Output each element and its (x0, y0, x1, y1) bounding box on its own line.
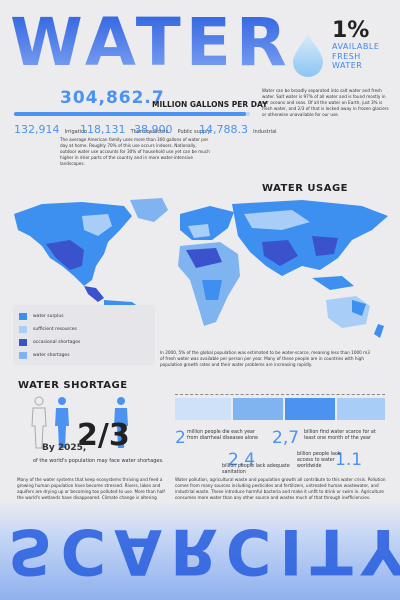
stat-desc: billion people lack access to water worl… (297, 452, 341, 469)
stat-number: 2,7 (272, 428, 300, 448)
shortage-fraction: 2/3 (77, 418, 130, 453)
map-asia-sufficient (244, 210, 310, 230)
legend-item: sufficient resources (19, 326, 77, 333)
shortage-bar (233, 398, 283, 420)
stat-label: Public supply (177, 129, 211, 135)
shortage-bar (337, 398, 385, 420)
map-africa-shortage (186, 248, 222, 268)
fresh-water-percent: 1% (332, 18, 370, 43)
water-usage-heading: WATER USAGE (262, 183, 348, 194)
dashed-divider (175, 394, 385, 395)
map-se-asia (312, 276, 354, 290)
stat-deaths: 2 million people die each year from diar… (175, 428, 270, 448)
legend-label: occasional shortages (33, 340, 81, 345)
map-australia-surplus (352, 300, 366, 316)
legend-label: water surplus (33, 314, 64, 319)
footer-word: SCARCITY (8, 515, 400, 588)
shortage-bars (175, 394, 385, 420)
stat-number: 1.1 (335, 450, 363, 470)
fresh-line-2: FRESH (332, 51, 361, 61)
page-title: WATER (10, 4, 292, 81)
stat-value: 14,788.3 (199, 123, 248, 136)
household-use-text: The average American family uses more th… (60, 137, 210, 167)
stat-access: 1.1 billion people lack access to water … (297, 450, 395, 470)
shortage-bar (175, 398, 231, 420)
stat-label: Irrigation (64, 129, 88, 135)
map-asia (232, 200, 388, 276)
stat-value: 132,914 (14, 123, 60, 136)
legend-swatch (19, 326, 27, 333)
map-asia-shortage (262, 240, 298, 266)
legend-item: water surplus (19, 313, 64, 320)
stat-desc: billion find water scarce for at least o… (304, 430, 376, 441)
fresh-line-1: AVAILABLE (332, 42, 380, 51)
map-legend: water surplus sufficient resources occas… (13, 305, 155, 365)
stat-desc: billion people lack adequate sanitation (222, 464, 290, 475)
fresh-water-intro: Water can be broadly separated into salt… (262, 88, 389, 118)
water-drop-icon (293, 34, 323, 77)
footer-gradient (0, 500, 400, 600)
map-africa-surplus (202, 280, 222, 300)
map-asia-shortage-east (312, 236, 338, 256)
map-australia (326, 296, 370, 328)
map-na-sufficient (82, 214, 112, 236)
usage-unit: MILLION GALLONS PER DAY (152, 100, 268, 109)
stat-value: 38,900 (134, 123, 173, 136)
usage-bar-fill (14, 112, 246, 116)
stat-industrial: 14,788.3 Industrial (199, 118, 277, 137)
world-pop-text: of the world's population may face water… (33, 458, 164, 464)
stat-scarce: 2,7 billion find water scarce for at lea… (272, 428, 387, 448)
map-new-zealand (374, 324, 384, 338)
total-usage-number: 304,862.7 (60, 88, 165, 108)
stat-value: 118,131 (80, 123, 126, 136)
shortage-year: By 2025, (42, 443, 87, 453)
legend-swatch (19, 313, 27, 320)
scarcity-caption: In 2000, 5% of the global population was… (160, 350, 370, 368)
stat-irrigation: 132,914 Irrigation (14, 118, 87, 137)
person-outline-icon (31, 396, 47, 449)
map-greenland (130, 198, 168, 222)
legend-item: water shortages (19, 352, 70, 359)
fresh-line-3: WATER (332, 61, 363, 71)
fresh-water-label: AVAILABLE FRESH WATER (332, 42, 379, 71)
legend-swatch (19, 339, 27, 346)
shortage-bar (285, 398, 335, 420)
stat-label: Thermoelectric (130, 129, 169, 135)
person-filled-icon (114, 397, 128, 448)
stat-thermoelectric: 118,131 Thermoelectric (80, 118, 168, 137)
stat-desc: million people die each year from diarrh… (187, 430, 259, 441)
water-shortage-heading: WATER SHORTAGE (18, 380, 128, 391)
map-europe-sufficient (188, 224, 210, 238)
person-filled-icon (55, 397, 69, 448)
stat-public-supply: 38,900 Public supply (134, 118, 210, 137)
map-na-shortage (46, 240, 84, 270)
legend-label: water shortages (33, 353, 70, 358)
legend-item: occasional shortages (19, 339, 80, 346)
legend-swatch (19, 352, 27, 359)
stat-sanitation: 2.4 billion people lack adequate sanitat… (222, 450, 328, 475)
legend-label: sufficient resources (33, 327, 77, 332)
map-central-america (84, 286, 104, 302)
stat-number: 2 (175, 428, 186, 448)
stat-label: Industrial (253, 129, 277, 135)
stat-number: 2.4 (228, 450, 256, 470)
